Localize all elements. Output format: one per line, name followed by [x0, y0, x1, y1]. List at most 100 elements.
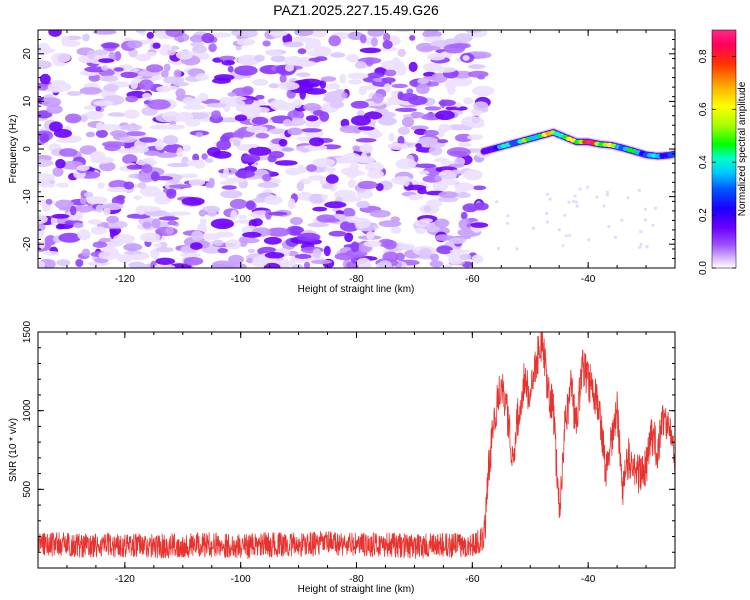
noise-blob: [211, 110, 222, 120]
noise-blob: [470, 222, 489, 228]
noise-blob: [329, 100, 345, 109]
noise-blob: [103, 84, 119, 92]
noise-blob: [347, 179, 356, 188]
snr-panel: -120 -100 -80 -60 -40 500 1000 1500 Height of s…: [8, 320, 676, 595]
noise-blob: [267, 211, 288, 216]
noise-blob: [366, 231, 375, 240]
noise-blob: [395, 252, 405, 261]
noise-blob: [79, 145, 97, 155]
noise-blob: [358, 126, 375, 131]
noise-blob: [408, 61, 418, 72]
noise-speck: [564, 234, 568, 238]
noise-blob: [319, 179, 328, 185]
noise-blob: [163, 63, 171, 72]
noise-blob: [428, 146, 443, 156]
noise-blob: [356, 200, 370, 209]
noise-blob: [262, 40, 271, 47]
noise-blob: [471, 51, 492, 59]
colorbar-label: Normalized spectral amplitude: [737, 81, 748, 216]
noise-blob: [323, 245, 331, 257]
noise-blob: [79, 196, 87, 205]
noise-blob: [444, 264, 453, 268]
noise-speck: [595, 195, 599, 199]
noise-blob: [378, 260, 392, 268]
noise-blob: [195, 131, 204, 138]
noise-blob: [397, 243, 416, 251]
x-tick-label: -120: [115, 274, 135, 285]
y-tick-label: 10: [22, 95, 33, 107]
noise-blob: [168, 184, 192, 189]
noise-blob: [416, 83, 430, 95]
noise-blob: [330, 52, 346, 58]
noise-blob: [415, 227, 427, 235]
noise-blob: [131, 253, 141, 261]
noise-blob: [234, 65, 258, 76]
noise-blob: [303, 103, 322, 112]
noise-blob: [255, 132, 269, 139]
noise-blob: [239, 30, 258, 38]
noise-blob: [284, 64, 295, 72]
noise-blob: [183, 256, 204, 266]
noise-blob: [139, 137, 157, 143]
noise-blob: [324, 90, 346, 102]
noise-blob: [45, 198, 53, 205]
noise-blob: [95, 122, 105, 131]
noise-blob: [93, 100, 114, 106]
noise-blob: [195, 73, 209, 81]
noise-blob: [155, 257, 176, 265]
noise-blob: [205, 182, 213, 189]
y-tick-label: 1500: [22, 320, 33, 343]
noise-blob: [267, 50, 282, 57]
noise-blob: [41, 97, 62, 107]
noise-blob: [191, 97, 201, 106]
noise-blob: [173, 82, 190, 87]
noise-blob: [106, 215, 119, 224]
noise-blob: [209, 32, 232, 38]
noise-blob: [90, 226, 107, 235]
noise-blob: [294, 254, 312, 259]
noise-blob: [138, 171, 155, 183]
noise-blob: [313, 109, 325, 116]
noise-blob: [312, 206, 328, 212]
y-tick-label: 1000: [22, 399, 33, 422]
noise-blob: [408, 95, 428, 106]
noise-blob: [113, 234, 136, 244]
noise-blob: [228, 96, 247, 101]
noise-blob: [395, 158, 417, 170]
noise-blob: [268, 83, 279, 89]
noise-speck: [578, 187, 582, 191]
noise-blob: [228, 254, 244, 265]
noise-blob: [216, 139, 232, 151]
noise-blob: [170, 45, 180, 51]
noise-blob: [126, 131, 146, 137]
noise-blob: [325, 83, 341, 90]
noise-speck: [637, 188, 642, 192]
noise-blob: [262, 174, 272, 182]
y-tick-label: 20: [22, 48, 33, 60]
noise-blob: [324, 218, 340, 223]
noise-blob: [458, 142, 472, 147]
noise-blob: [264, 252, 285, 259]
noise-blob: [448, 237, 466, 244]
noise-blob: [198, 209, 207, 217]
noise-blob: [220, 190, 243, 199]
noise-blob: [436, 245, 453, 255]
noise-blob: [146, 64, 164, 73]
noise-blob: [297, 60, 317, 67]
noise-blob: [92, 241, 108, 248]
noise-blob: [287, 109, 305, 121]
noise-blob: [251, 218, 263, 227]
noise-blob: [418, 170, 430, 175]
noise-speck: [495, 200, 499, 204]
noise-blob: [56, 259, 71, 267]
noise-blob: [155, 176, 174, 181]
noise-blob: [364, 85, 379, 90]
noise-blob: [162, 111, 181, 123]
noise-blob: [355, 156, 376, 164]
noise-speck: [573, 194, 577, 198]
noise-blob: [375, 183, 384, 192]
noise-blob: [229, 198, 248, 210]
noise-blob: [417, 136, 439, 148]
noise-blob: [354, 61, 367, 69]
noise-blob: [58, 206, 82, 211]
